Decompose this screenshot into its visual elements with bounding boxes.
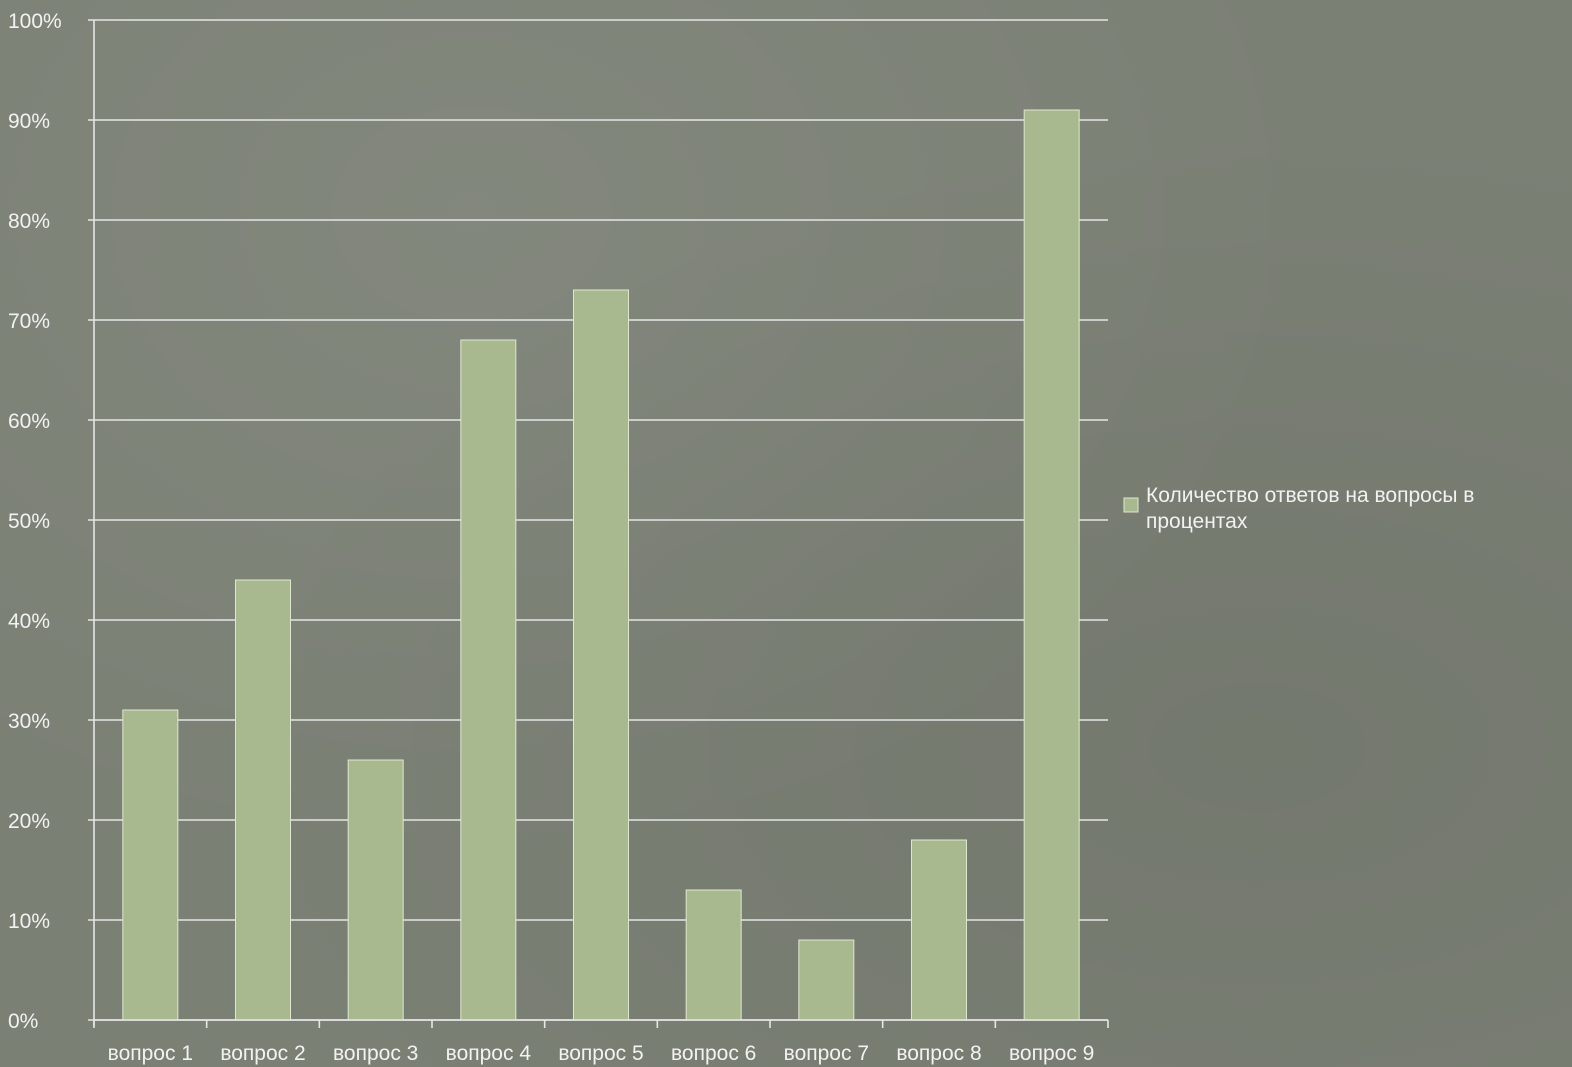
bar-7: [798, 939, 855, 1021]
bar-6: [685, 889, 742, 1021]
y-tick-label: 80%: [8, 210, 50, 233]
y-tick-label: 70%: [8, 310, 50, 333]
x-tick-label: вопрос 6: [671, 1042, 756, 1065]
x-tick-label: вопрос 9: [1009, 1042, 1094, 1065]
bar-9: [1023, 109, 1080, 1021]
legend-label: Количество ответов на вопросы в процентах: [1146, 484, 1474, 533]
x-tick-label: вопрос 5: [558, 1042, 643, 1065]
x-tick-label: вопрос 4: [446, 1042, 532, 1065]
bar-3: [347, 759, 404, 1021]
y-tick-label: 60%: [8, 410, 50, 433]
bars: [122, 109, 1080, 1021]
y-tick-label: 50%: [8, 510, 50, 533]
legend-swatch: [1123, 497, 1139, 513]
x-tick-label: вопрос 7: [784, 1042, 869, 1065]
x-tick-label: вопрос 8: [896, 1042, 981, 1065]
y-tick-labels: 0% 10% 20% 30% 40% 50% 60% 70% 80% 90% 100%: [8, 10, 62, 1033]
x-tick-label: вопрос 2: [220, 1042, 305, 1065]
bar-4: [460, 339, 517, 1021]
y-tick-label: 10%: [8, 910, 50, 933]
legend: Количество ответов на вопросы в процентах: [1123, 484, 1474, 533]
y-tick-label: 90%: [8, 110, 50, 133]
x-tick-label: вопрос 1: [108, 1042, 193, 1065]
y-tick-label: 30%: [8, 710, 50, 733]
y-tick-label: 100%: [8, 10, 62, 33]
y-tick-label: 40%: [8, 610, 50, 633]
x-tick-labels: вопрос 1 вопрос 2 вопрос 3 вопрос 4 вопрос 5…: [108, 1042, 1095, 1065]
bar-8: [911, 839, 967, 1021]
y-tick-label: 0%: [8, 1010, 38, 1033]
bar-1: [122, 709, 179, 1021]
y-tick-label: 20%: [8, 810, 50, 833]
bar-2: [235, 579, 291, 1021]
axes: [93, 20, 1109, 1028]
x-tick-label: вопрос 3: [333, 1042, 418, 1065]
bar-5: [573, 289, 629, 1021]
